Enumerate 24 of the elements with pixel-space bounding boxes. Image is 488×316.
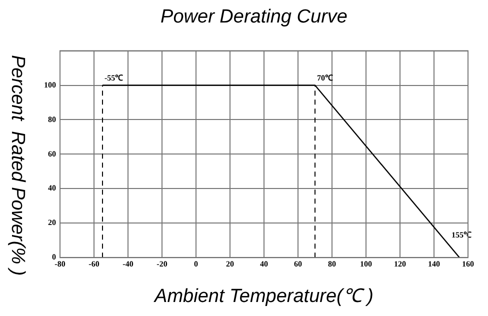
- y-tick-label: 40: [48, 184, 56, 193]
- x-axis-title: Ambient Temperature(℃ ): [154, 286, 374, 307]
- y-tick-label: 0: [52, 252, 56, 262]
- x-tick-label: -80: [54, 259, 66, 268]
- x-tick-label: -40: [122, 259, 134, 268]
- y-tick-label: 80: [48, 114, 56, 124]
- x-tick-label: 100: [360, 259, 372, 268]
- y-tick-label: 20: [48, 218, 56, 228]
- y-tick-label: 100: [44, 80, 56, 90]
- chart-title: Power Derating Curve: [160, 6, 348, 28]
- x-tick-label: 0: [194, 259, 198, 268]
- x-tick-label: 60: [294, 259, 302, 268]
- y-tick-label: 60: [48, 149, 56, 158]
- x-tick-label: 80: [328, 259, 336, 268]
- x-tick-label: -60: [88, 259, 100, 268]
- x-tick-label: 160: [462, 259, 474, 268]
- x-tick-label: 120: [394, 259, 406, 268]
- annotation: 70℃: [317, 73, 333, 82]
- x-tick-label: 40: [260, 259, 268, 268]
- y-axis-title: Percent Rated Power(% ): [6, 54, 28, 278]
- annotation: -55℃: [104, 73, 124, 82]
- x-tick-label: 20: [226, 259, 234, 268]
- x-tick-label: 140: [428, 259, 440, 268]
- x-tick-label: -20: [156, 259, 168, 268]
